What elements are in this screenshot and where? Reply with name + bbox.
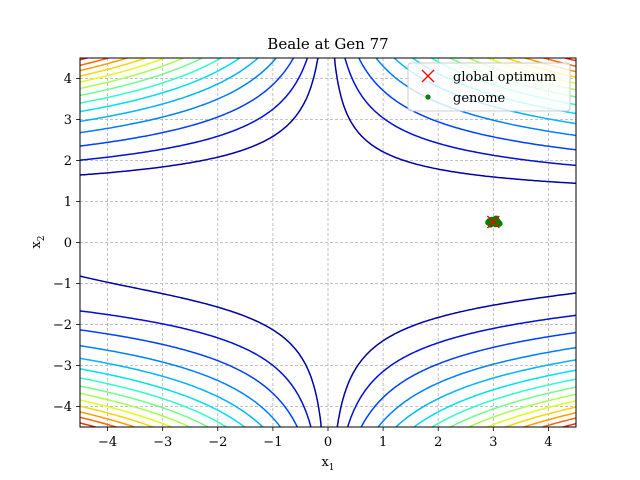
- legend-optimum-marker: [421, 69, 435, 83]
- contour-level: [80, 58, 576, 427]
- y-tick-label: −4: [53, 400, 72, 415]
- optimum-x-stroke: [486, 215, 500, 229]
- grid: [80, 58, 576, 427]
- x-tick-label: −1: [263, 435, 282, 450]
- contour-level: [80, 58, 576, 427]
- x-tick-label: 2: [434, 435, 442, 450]
- y-tick-label: 0: [64, 236, 72, 251]
- genome-point: [496, 220, 503, 227]
- legend-genome-marker: [425, 94, 431, 100]
- y-axis-ticks: −4 −3 −2 −1 0 1 2 3 4: [53, 72, 80, 415]
- x-tick-label: 3: [489, 435, 497, 450]
- y-tick-label: 4: [64, 72, 72, 87]
- x-tick-label: 4: [544, 435, 552, 450]
- x-tick-label: −4: [98, 435, 117, 450]
- x-tick-label: 1: [379, 435, 387, 450]
- x-axis-ticks: −4 −3 −2 −1 0 1 2 3 4: [98, 427, 553, 450]
- legend: global optimum genome: [407, 62, 571, 112]
- x-tick-label: −3: [153, 435, 172, 450]
- x-axis-label: x1: [321, 455, 334, 473]
- y-tick-label: −1: [53, 277, 72, 292]
- x-tick-label: 0: [324, 435, 332, 450]
- y-tick-label: 1: [64, 195, 72, 210]
- y-tick-label: 3: [64, 113, 72, 128]
- x-tick-label: −2: [208, 435, 227, 450]
- global-optimum-marker: [486, 215, 500, 229]
- legend-label-genome: genome: [453, 91, 506, 106]
- legend-label-global-optimum: global optimum: [453, 70, 556, 85]
- genome-point: [487, 218, 495, 226]
- chart-title: Beale at Gen 77: [267, 35, 388, 53]
- contour-level: [80, 58, 576, 427]
- legend-box: [407, 62, 571, 112]
- y-tick-label: −3: [53, 359, 72, 374]
- y-tick-label: −2: [53, 318, 72, 333]
- y-axis-label: x2: [29, 235, 47, 248]
- y-tick-label: 2: [64, 154, 72, 169]
